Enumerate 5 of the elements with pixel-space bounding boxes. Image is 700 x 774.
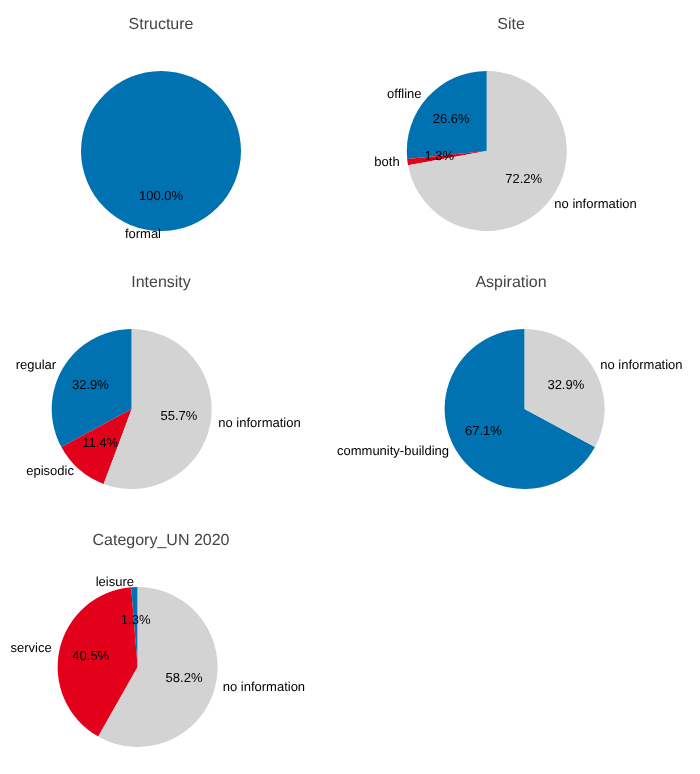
chart-title: Category_UN 2020 [92, 531, 231, 549]
chart-title: Structure [128, 15, 195, 33]
chart-title: Intensity [131, 273, 191, 291]
chart-title: Aspiration [475, 273, 547, 291]
chart-title: Site [497, 15, 526, 33]
